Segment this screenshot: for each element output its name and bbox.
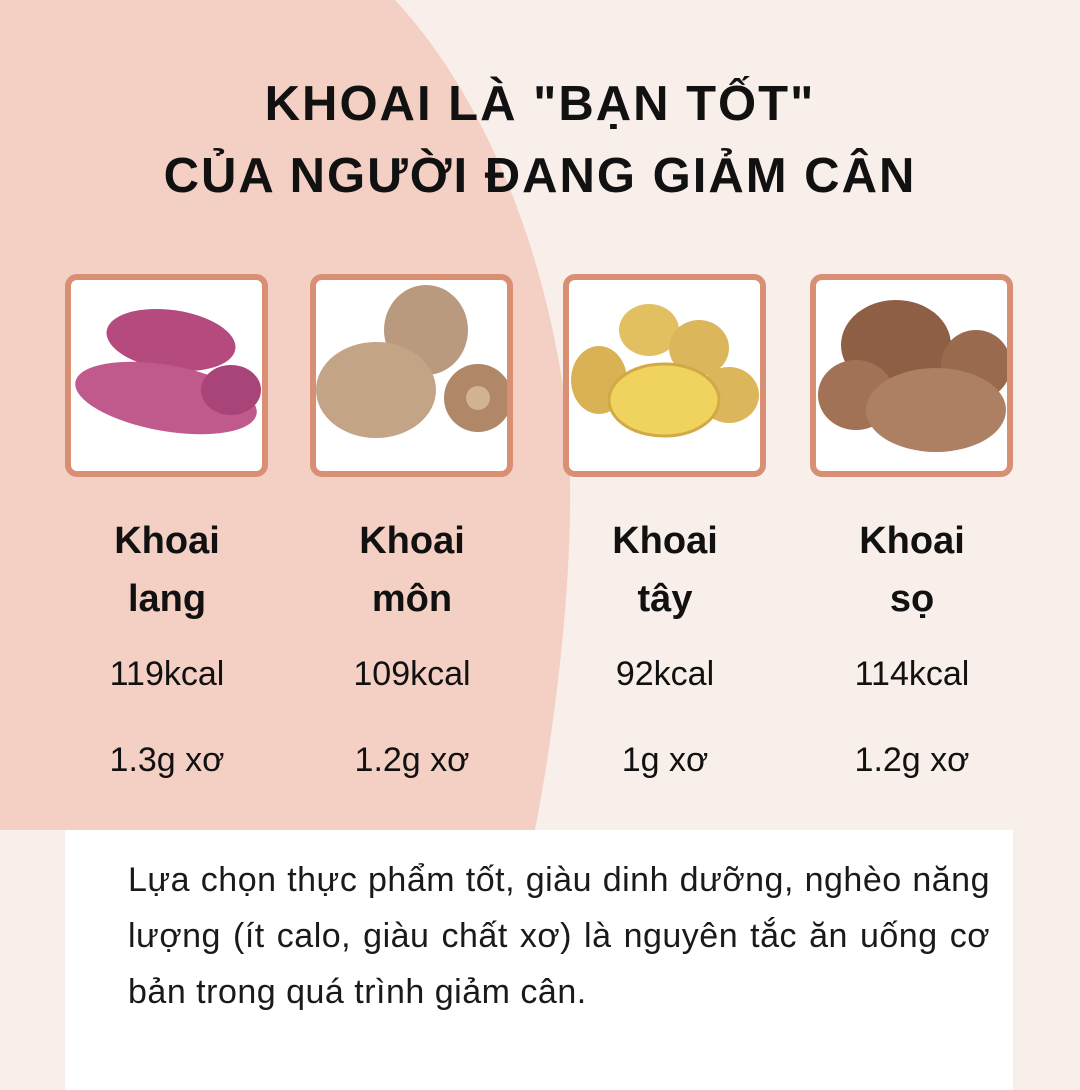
title-line-1: KHOAI LÀ "BẠN TỐT" — [264, 77, 816, 131]
image-taro — [310, 274, 513, 477]
image-potato — [563, 274, 766, 477]
item-fiber: 1.2g xơ — [854, 741, 970, 779]
item-kcal: 114kcal — [854, 655, 970, 693]
item-kcal: 109kcal — [353, 655, 471, 693]
note-text: Lựa chọn thực phẩm tốt, giàu dinh dưỡng,… — [128, 861, 990, 1011]
note-box: Lựa chọn thực phẩm tốt, giàu dinh dưỡng,… — [65, 830, 1013, 1090]
item-khoai-so: Khoai sọ 114kcal 1.2g xơ — [792, 512, 1032, 780]
item-khoai-mon: Khoai môn 109kcal 1.2g xơ — [292, 512, 532, 780]
item-name: tây — [637, 578, 693, 620]
item-fiber: 1.2g xơ — [354, 741, 470, 779]
item-name: lang — [127, 578, 207, 620]
item-kcal: 119kcal — [109, 655, 225, 693]
item-name: sọ — [889, 578, 935, 620]
item-name: Khoai — [359, 520, 465, 562]
item-name: môn — [371, 578, 453, 620]
item-fiber: 1g xơ — [621, 741, 709, 779]
item-kcal: 92kcal — [615, 655, 715, 693]
item-name: Khoai — [612, 520, 718, 562]
item-khoai-lang: Khoai lang 119kcal 1.3g xơ — [47, 512, 287, 780]
title-line-2: CỦA NGƯỜI ĐANG GIẢM CÂN — [163, 149, 917, 203]
item-fiber: 1.3g xơ — [109, 741, 225, 779]
image-eddoe — [810, 274, 1013, 477]
image-purple-sweet-potato — [65, 274, 268, 477]
item-name: Khoai — [859, 520, 965, 562]
page-title: KHOAI LÀ "BẠN TỐT" CỦA NGƯỜI ĐANG GIẢM C… — [0, 68, 1080, 212]
item-name: Khoai — [114, 520, 220, 562]
item-khoai-tay: Khoai tây 92kcal 1g xơ — [545, 512, 785, 780]
